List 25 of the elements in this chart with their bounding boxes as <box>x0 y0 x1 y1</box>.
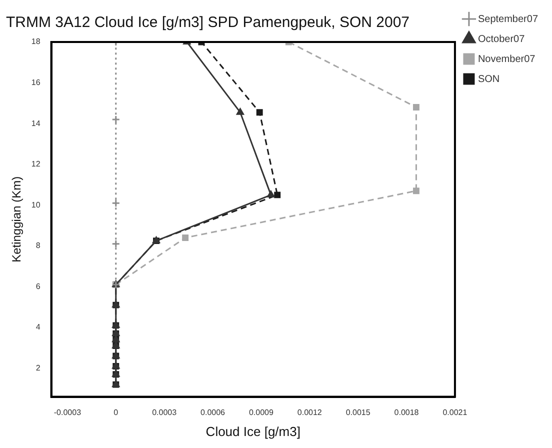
legend-label: November07 <box>478 54 536 65</box>
chart-title: TRMM 3A12 Cloud Ice [g/m3] SPD Pamengpeuk, SON 2007 <box>6 14 410 32</box>
x-tick-label: 0 <box>114 408 119 417</box>
y-axis-title: Ketinggian (Km) <box>10 176 24 262</box>
y-tick-label: 4 <box>36 322 41 332</box>
y-tick-label: 2 <box>36 363 41 372</box>
x-tick-label: 0.0009 <box>248 408 274 417</box>
y-tick-label: 8 <box>36 241 41 250</box>
x-tick-label: 0.0021 <box>442 408 468 417</box>
y-tick-label: 16 <box>31 78 41 87</box>
legend-label: SON <box>478 74 500 85</box>
x-tick-label: 0.0003 <box>152 408 178 417</box>
x-tick-label: 0.0006 <box>200 408 226 417</box>
legend-label: October07 <box>478 34 526 45</box>
x-tick-label: -0.0003 <box>54 408 82 417</box>
x-tick-label: 0.0015 <box>346 408 371 417</box>
y-tick-label: 18 <box>31 37 41 46</box>
x-axis-title: Cloud Ice [g/m3] <box>206 424 300 439</box>
x-tick-label: 0.0018 <box>394 408 420 417</box>
y-tick-label: 10 <box>31 200 41 210</box>
x-tick-label: 0.0012 <box>297 408 322 417</box>
y-tick-label: 12 <box>31 160 41 169</box>
legend-label: September07 <box>478 14 538 25</box>
y-tick-label: 14 <box>31 118 41 128</box>
y-tick-label: 6 <box>36 282 41 291</box>
